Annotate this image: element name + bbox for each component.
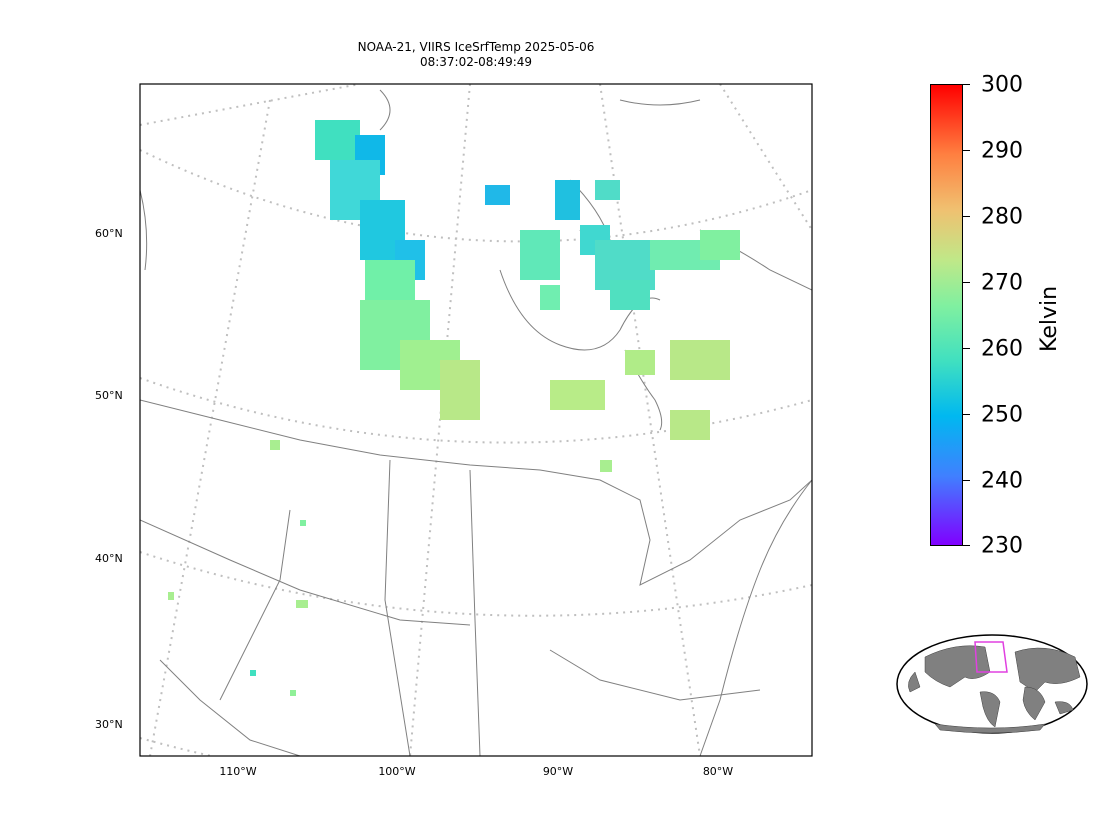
colorbar-tick-280: 280 bbox=[981, 204, 1023, 230]
lat-label-30: 30°N bbox=[95, 718, 123, 731]
lon-label-90: 90°W bbox=[542, 765, 574, 778]
title-line-2: 08:37:02-08:49:49 bbox=[419, 55, 533, 69]
map-title: NOAA-21, VIIRS IceSrfTemp 2025-05-06 08:… bbox=[140, 40, 812, 70]
lat-label-40: 40°N bbox=[95, 552, 123, 565]
colorbar bbox=[930, 84, 963, 546]
colorbar-label: Kelvin bbox=[1037, 285, 1062, 352]
graticule bbox=[140, 84, 812, 756]
colorbar-tick-300: 300 bbox=[981, 72, 1023, 98]
colorbar-tick-250: 250 bbox=[981, 402, 1023, 428]
lat-label-50: 50°N bbox=[95, 389, 123, 402]
lat-label-60: 60°N bbox=[95, 227, 123, 240]
title-line-1: NOAA-21, VIIRS IceSrfTemp 2025-05-06 bbox=[357, 40, 595, 54]
colorbar-tick-240: 240 bbox=[981, 468, 1023, 494]
lon-label-110: 110°W bbox=[219, 765, 257, 778]
colorbar-tick-260: 260 bbox=[981, 336, 1023, 362]
colorbar-tick-270: 270 bbox=[981, 270, 1023, 296]
lon-label-100: 100°W bbox=[378, 765, 416, 778]
lon-label-80: 80°W bbox=[702, 765, 734, 778]
map-frame bbox=[139, 83, 813, 757]
colorbar-tick-290: 290 bbox=[981, 138, 1023, 164]
coastlines bbox=[140, 89, 812, 756]
ice-surface-temperature-swath bbox=[168, 120, 740, 696]
globe-locator-inset bbox=[896, 634, 1088, 734]
colorbar-tick-230: 230 bbox=[981, 533, 1023, 559]
